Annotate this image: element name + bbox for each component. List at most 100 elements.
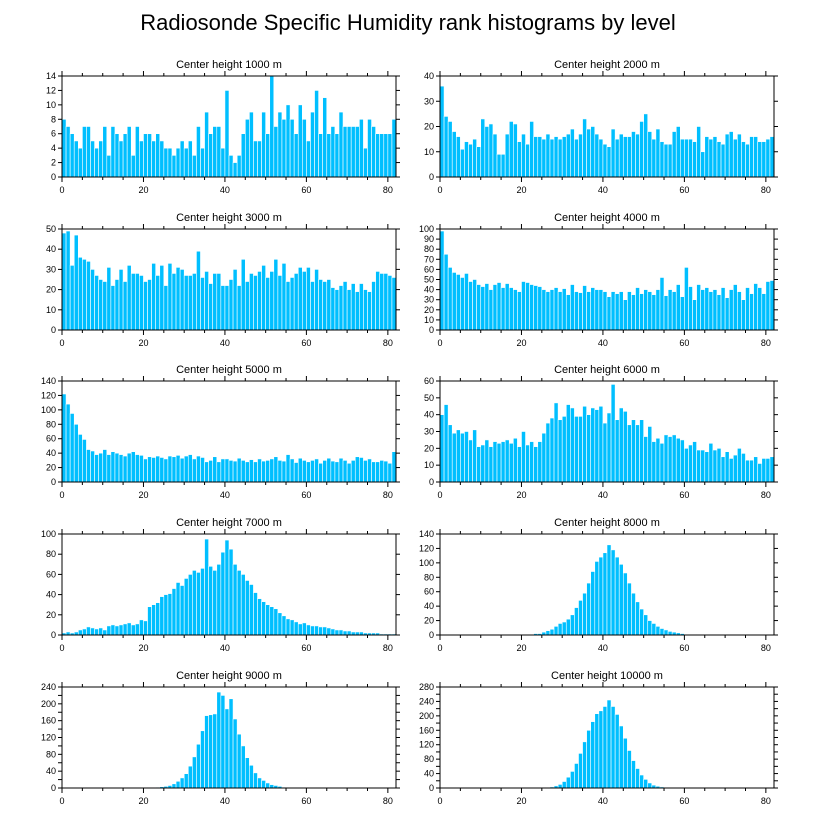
bar [749,459,754,483]
bar [521,133,526,178]
bar [326,457,332,483]
bar [204,538,209,636]
bar [322,281,328,331]
bar [342,630,348,636]
bar [582,741,587,789]
bar [631,592,636,636]
bar [216,691,222,789]
plot-frame [61,75,397,178]
y-tick-label: 240 [419,696,434,706]
bar [549,628,555,636]
bar [565,776,571,789]
x-tick-label: 20 [138,338,148,348]
bar [139,455,144,483]
bar [659,628,665,636]
bar [529,284,534,331]
bar [594,713,600,789]
y-tick-label: 90 [424,234,434,244]
x-tick-label: 80 [383,796,393,806]
bar [688,138,693,178]
bar [696,284,701,331]
y-tick-label: 80 [424,244,434,254]
bar [712,289,718,331]
bar [737,291,742,331]
bar [622,299,628,331]
bar [635,768,640,789]
panel-title: Center height 7000 m [176,517,282,529]
y-tick-label: 40 [424,285,434,295]
x-tick-label: 0 [437,185,442,195]
y-tick-label: 120 [419,543,434,553]
y-tick-label: 200 [41,699,56,709]
bar [667,436,673,483]
bar [606,296,612,331]
bar [326,627,332,636]
bar [240,258,246,331]
x-tick-label: 60 [679,796,689,806]
bar [179,585,185,636]
bar [439,85,445,178]
bar [163,458,169,483]
bar [61,118,67,178]
bar [159,140,165,178]
x-tick-label: 60 [679,643,689,653]
bar [484,126,490,178]
bar [667,631,673,636]
bar [240,745,246,789]
bar [631,294,636,331]
bar [578,416,583,483]
y-tick-label: 40 [424,71,434,81]
bar [302,271,307,331]
bar [464,141,469,178]
x-tick-label: 80 [383,490,393,500]
bar [183,147,189,178]
bar [708,138,714,178]
y-tick-label: 120 [41,733,56,743]
bar [639,121,644,178]
bar [216,273,222,331]
x-tick-label: 0 [59,643,64,653]
bar [363,147,368,178]
x-tick-label: 60 [679,185,689,195]
bar [273,608,279,636]
bar [443,253,449,331]
bar [126,622,132,636]
bar [671,291,677,331]
panel-4: Center height 5000 m 0 20 40 60 80 0 20 40 60 80 10… [41,364,400,500]
bar [631,419,636,483]
bar [236,733,242,789]
bar [622,572,628,636]
y-tick-label: 20 [424,122,434,132]
y-tick-label: 100 [41,529,56,539]
bar [326,133,332,178]
bar [200,457,205,483]
x-tick-label: 0 [59,796,64,806]
bar [557,419,563,483]
y-tick-label: 0 [51,172,56,182]
bar [82,258,87,331]
bar [265,133,271,178]
bar [179,457,185,483]
bar [704,136,710,178]
bar [310,281,315,331]
bar [545,422,551,483]
bar [367,291,372,331]
panel-7: Center height 8000 m 0 20 40 60 80 0 20 40 60 80 10… [419,517,778,653]
bar [635,601,640,636]
bar [363,460,368,483]
bar [492,284,498,331]
bar [318,133,323,178]
x-tick-label: 20 [516,643,526,653]
bar [513,289,518,331]
bar [561,621,567,636]
bar [297,267,303,331]
bar [244,461,250,483]
bar [212,273,218,331]
bar [455,274,461,331]
x-tick-label: 40 [220,490,230,500]
x-tick-label: 40 [598,643,608,653]
bar [480,118,486,178]
bar [675,126,681,178]
bar [118,624,124,636]
bar [472,429,477,483]
